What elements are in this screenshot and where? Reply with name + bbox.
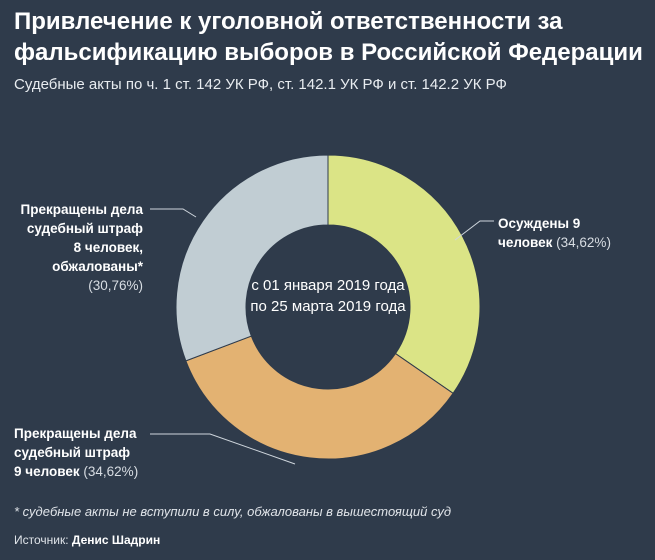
chart-title: Привлечение к уголовной ответственности … <box>14 8 643 66</box>
label-appealed-pct: (30,76%) <box>88 278 143 293</box>
slice-fine <box>185 335 454 460</box>
leader-line-appealed <box>150 208 197 218</box>
slice-convicted <box>327 154 481 395</box>
label-fine-line3: 9 человек <box>14 464 80 479</box>
footnote: * судебные акты не вступили в силу, обжа… <box>14 504 452 519</box>
label-appealed-line3: 8 человек, <box>73 240 143 255</box>
label-fine: Прекращены дела судебный штраф 9 человек… <box>14 424 138 481</box>
label-convicted: Осуждены 9 человек (34,62%) <box>498 214 611 252</box>
leader-lines <box>150 208 494 465</box>
chart-subtitle: Судебные акты по ч. 1 ст. 142 УК РФ, ст.… <box>14 76 507 93</box>
label-convicted-line2: человек <box>498 235 553 250</box>
label-appealed-line2: судебный штраф <box>26 221 143 236</box>
source-line: Источник: Денис Шадрин <box>14 533 160 547</box>
label-convicted-line1: Осуждены 9 <box>498 216 581 231</box>
source-name: Денис Шадрин <box>71 533 161 547</box>
label-fine-pct: (34,62%) <box>83 464 139 479</box>
donut-slices <box>175 154 481 460</box>
slice-appealed <box>175 154 329 362</box>
label-appealed-line1: Прекращены дела <box>20 202 143 217</box>
donut-center-text: с 01 января 2019 года по 25 марта 2019 г… <box>250 277 406 315</box>
label-fine-line1: Прекращены дела <box>14 426 137 441</box>
label-appealed: Прекращены дела судебный штраф 8 человек… <box>21 200 143 295</box>
label-appealed-line4: обжалованы* <box>52 259 143 274</box>
leader-line-fine <box>150 433 296 465</box>
leader-line-convicted <box>454 220 494 241</box>
source-prefix: Источник: <box>14 533 69 547</box>
label-fine-line2: судебный штраф <box>14 445 131 460</box>
label-convicted-pct: (34,62%) <box>556 235 611 250</box>
